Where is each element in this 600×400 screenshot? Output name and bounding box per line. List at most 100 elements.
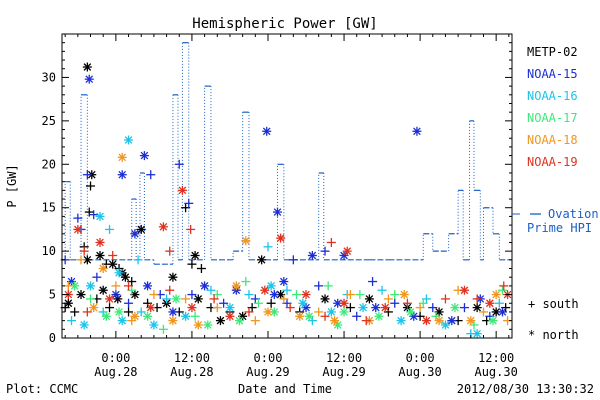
north-point bbox=[320, 294, 330, 304]
point-stroke bbox=[381, 303, 390, 312]
north-point bbox=[101, 311, 111, 321]
north-point bbox=[339, 250, 349, 260]
south-point bbox=[212, 303, 222, 313]
south-point bbox=[326, 237, 336, 247]
point-stroke bbox=[86, 282, 95, 290]
y-tick-label: 15 bbox=[42, 201, 56, 215]
south-point bbox=[127, 316, 137, 326]
south-point bbox=[124, 298, 134, 308]
point-stroke bbox=[216, 316, 225, 325]
point-stroke bbox=[327, 308, 336, 316]
south-point bbox=[186, 224, 196, 234]
south-point bbox=[63, 281, 73, 291]
y-tick-label: 20 bbox=[42, 157, 56, 171]
north-point bbox=[447, 316, 457, 326]
north-point bbox=[301, 303, 311, 313]
north-point bbox=[339, 298, 349, 308]
south-point bbox=[174, 159, 184, 169]
north-point bbox=[472, 303, 482, 313]
north-point bbox=[171, 294, 181, 304]
north-point bbox=[333, 320, 343, 330]
point-stroke bbox=[365, 295, 374, 303]
south-point bbox=[253, 298, 263, 308]
north-point bbox=[342, 246, 352, 256]
point-stroke bbox=[194, 295, 203, 303]
point-stroke bbox=[406, 308, 415, 316]
south-point bbox=[158, 324, 168, 334]
point-stroke bbox=[159, 222, 168, 231]
south-point bbox=[415, 303, 425, 313]
point-stroke bbox=[169, 273, 177, 282]
point-stroke bbox=[262, 127, 271, 136]
point-stroke bbox=[397, 316, 405, 325]
point-stroke bbox=[124, 136, 133, 144]
south-point bbox=[70, 307, 80, 317]
x-tick-time-label: 12:00 bbox=[326, 351, 362, 365]
point-stroke bbox=[150, 321, 158, 329]
south-point bbox=[67, 316, 77, 326]
point-stroke bbox=[489, 316, 497, 325]
south-point bbox=[285, 303, 295, 313]
south-point bbox=[124, 307, 134, 317]
north-point bbox=[76, 290, 86, 300]
north-point bbox=[98, 285, 108, 295]
point-stroke bbox=[473, 303, 481, 312]
south-point bbox=[105, 303, 115, 313]
north-point bbox=[168, 272, 178, 282]
point-stroke bbox=[99, 286, 108, 295]
point-stroke bbox=[413, 127, 421, 136]
north-point bbox=[326, 307, 336, 317]
north-point bbox=[79, 320, 89, 330]
legend-item: NOAA-19 bbox=[527, 155, 578, 169]
legend-ovation-label: Prime HPI bbox=[527, 221, 592, 235]
north-point bbox=[108, 259, 118, 269]
south-point bbox=[440, 294, 450, 304]
south-point bbox=[165, 285, 175, 295]
x-tick-date-label: Aug.30 bbox=[474, 365, 517, 379]
north-point bbox=[187, 303, 197, 313]
point-stroke bbox=[422, 316, 431, 325]
point-stroke bbox=[359, 303, 367, 312]
legend-ovation-label: Ovation bbox=[548, 207, 599, 221]
south-point bbox=[472, 294, 482, 304]
x-tick-time-label: 12:00 bbox=[174, 351, 210, 365]
point-stroke bbox=[340, 251, 348, 260]
point-stroke bbox=[235, 316, 244, 325]
y-tick-label: 25 bbox=[42, 114, 56, 128]
south-point bbox=[499, 281, 509, 291]
north-point bbox=[234, 316, 244, 326]
point-stroke bbox=[146, 303, 155, 312]
north-point bbox=[149, 320, 159, 330]
north-point bbox=[472, 329, 482, 339]
north-point bbox=[257, 255, 267, 265]
north-point bbox=[114, 307, 124, 317]
point-stroke bbox=[238, 312, 247, 321]
north-point bbox=[82, 62, 92, 72]
north-point bbox=[168, 307, 178, 317]
y-tick-label: 5 bbox=[49, 288, 56, 302]
point-stroke bbox=[121, 273, 130, 282]
south-point bbox=[368, 277, 378, 287]
north-point bbox=[215, 316, 225, 326]
point-stroke bbox=[371, 303, 380, 312]
north-point bbox=[279, 277, 289, 287]
north-point bbox=[200, 281, 210, 291]
point-stroke bbox=[343, 247, 352, 255]
south-point bbox=[383, 294, 393, 304]
y-tick-label: 10 bbox=[42, 244, 56, 258]
point-stroke bbox=[492, 308, 500, 316]
north-point bbox=[374, 311, 384, 321]
point-stroke bbox=[267, 282, 275, 290]
south-point bbox=[314, 307, 324, 317]
point-stroke bbox=[178, 186, 187, 195]
south-point bbox=[263, 242, 273, 252]
chart-title: Hemispheric Power [GW] bbox=[192, 16, 377, 32]
north-point bbox=[98, 264, 108, 274]
south-point bbox=[361, 316, 371, 326]
point-stroke bbox=[270, 290, 279, 299]
point-stroke bbox=[273, 208, 282, 216]
point-stroke bbox=[305, 312, 314, 321]
point-stroke bbox=[308, 251, 317, 260]
north-point bbox=[241, 236, 251, 246]
south-point bbox=[323, 281, 333, 291]
